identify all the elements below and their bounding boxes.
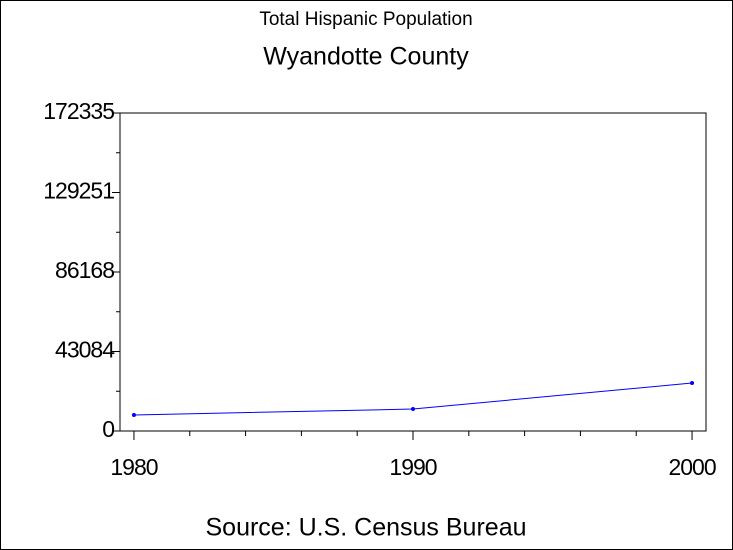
x-tick-label: 1980 bbox=[110, 454, 157, 480]
point bbox=[131, 412, 136, 417]
point bbox=[690, 381, 695, 386]
x-tick-label: 2000 bbox=[668, 454, 715, 480]
y-tick-label: 86168 bbox=[55, 257, 114, 283]
caption: Source: U.S. Census Bureau bbox=[206, 514, 527, 542]
y-tick-label: 0 bbox=[102, 416, 114, 442]
y-tick-label: 172335 bbox=[43, 98, 114, 124]
y-tick-label: 43084 bbox=[55, 337, 115, 363]
chart-subtitle: Wyandotte County bbox=[263, 43, 469, 71]
y-tick-label: 129251 bbox=[43, 178, 114, 204]
point bbox=[411, 407, 415, 412]
chart-title: Total Hispanic Population bbox=[259, 9, 472, 30]
x-tick-label: 1990 bbox=[389, 454, 436, 480]
